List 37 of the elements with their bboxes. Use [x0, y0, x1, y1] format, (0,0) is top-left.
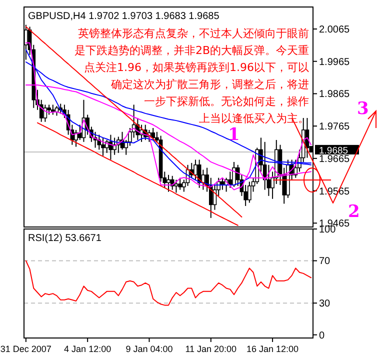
y-tick-label: 30	[319, 298, 331, 310]
y-tick-label: 1.9765	[319, 122, 350, 133]
line-series	[25, 260, 312, 306]
candlestick	[47, 104, 51, 116]
y-tick-label: 70	[319, 256, 331, 268]
annotation: 一步下探新低。无论如何走，操作	[144, 95, 309, 108]
chart-title: RSI(12) 53.6671	[28, 233, 102, 244]
candlestick	[232, 161, 236, 188]
line-series	[36, 122, 238, 226]
y-tick-label: 2.0065	[319, 24, 350, 36]
x-tick-label: 31 Dec 2007	[0, 344, 52, 354]
annotation: 确定这次为扩散三角形，调整之后，将进	[110, 78, 309, 91]
x-tick-label: 16 Jan 12:00	[246, 344, 299, 354]
candlestick	[101, 137, 105, 156]
candlestick	[151, 128, 155, 140]
x-tick-label: 11 Jan 20:00	[185, 344, 237, 354]
x-tick-label: 9 Jan 04:00	[126, 344, 173, 354]
candlestick	[74, 129, 78, 148]
ref-line-label: 1.9685	[319, 145, 348, 156]
annotation: 点关注1.96，如果英镑再跌到1.96以下，可以	[84, 61, 309, 74]
annotation: 上当以逢低买入为主。	[199, 112, 309, 125]
candlestick	[166, 174, 170, 192]
y-tick-label: 1.9965	[319, 56, 350, 68]
candlestick	[248, 181, 252, 204]
annotation: 1	[228, 125, 240, 145]
x-tick-label: 4 Jan 12:00	[64, 344, 112, 354]
candlestick	[178, 177, 182, 190]
annotation: 英镑整体形态有点复杂，不过本人还倾向于眼前	[78, 27, 309, 40]
text: 2	[348, 202, 360, 222]
candlestick	[174, 179, 178, 194]
candlestick	[194, 159, 198, 180]
text: 3	[357, 99, 369, 119]
annotation: 是下跌趋势的调整，并非2B的大幅反弹。今天重	[74, 44, 309, 57]
y-tick-label: 1.9665	[319, 154, 350, 165]
y-tick-label: 0	[319, 330, 325, 342]
y-tick-label: 1.9865	[319, 89, 350, 100]
chart-title: GBPUSD,H4 1.9702 1.9703 1.9683 1.9685	[28, 11, 220, 22]
